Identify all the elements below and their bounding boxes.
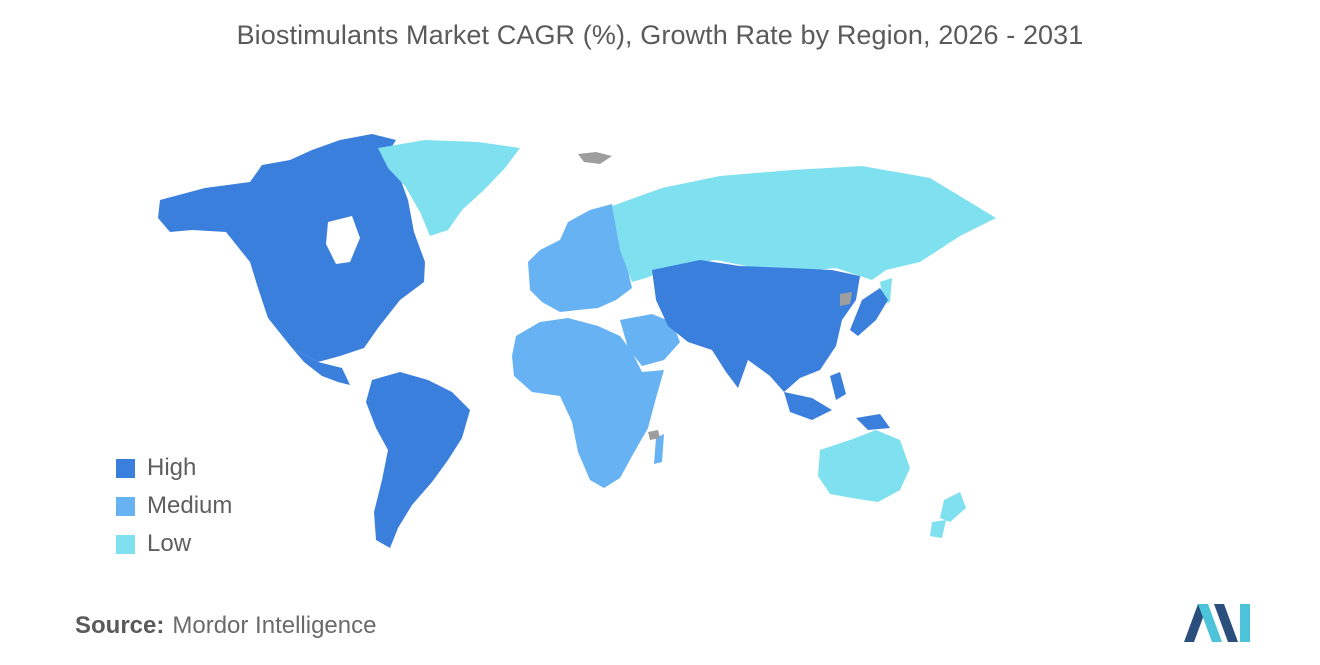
mordor-logo-icon xyxy=(1184,604,1250,642)
region-asia-pacific xyxy=(652,260,890,430)
legend-item-medium: Medium xyxy=(116,487,232,525)
legend-swatch-medium xyxy=(116,496,135,516)
legend-item-high: High xyxy=(116,449,232,487)
chart-title: Biostimulants Market CAGR (%), Growth Ra… xyxy=(236,20,1084,50)
legend-label-low: Low xyxy=(147,530,192,557)
legend-item-low: Low xyxy=(116,525,232,563)
hudson-bay xyxy=(326,216,360,264)
source-line: Source: Mordor Intelligence xyxy=(75,612,376,640)
region-south-america xyxy=(366,372,470,548)
region-greenland xyxy=(378,140,520,236)
region-north-america xyxy=(158,134,425,385)
source-label: Source: xyxy=(75,612,165,639)
legend-label-medium: Medium xyxy=(147,492,233,519)
no-data-areas xyxy=(578,152,852,440)
legend-swatch-low xyxy=(116,534,135,554)
legend-swatch-high xyxy=(116,458,135,478)
region-australia xyxy=(818,430,966,538)
legend-label-high: High xyxy=(147,454,197,481)
region-middle-east-africa xyxy=(512,314,680,488)
region-europe xyxy=(528,204,632,312)
legend: High Medium Low xyxy=(116,449,232,563)
source-value: Mordor Intelligence xyxy=(172,612,377,639)
